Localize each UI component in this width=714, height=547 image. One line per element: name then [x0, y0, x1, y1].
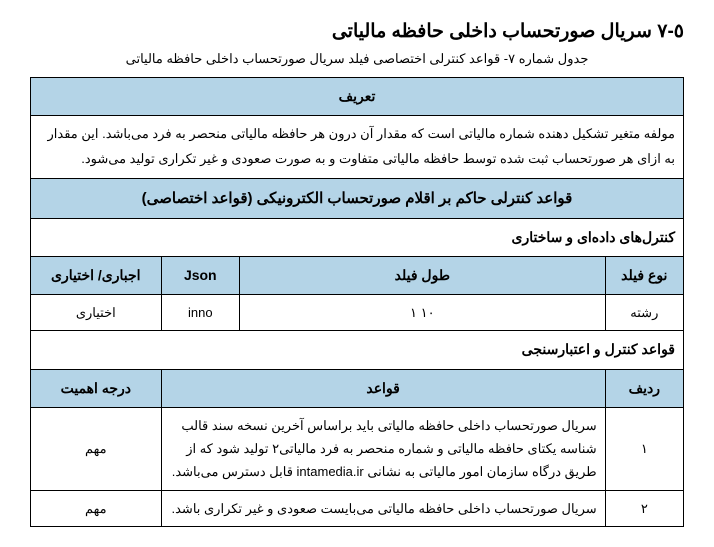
definition-text: مولفه متغیر تشکیل دهنده شماره مالیاتی اس…	[31, 116, 684, 178]
col-row-num: ردیف	[605, 369, 683, 407]
validation-row-num: ۲	[605, 490, 683, 526]
col-mandatory: اجباری/ اختیاری	[31, 256, 162, 294]
col-field-type: نوع فیلد	[605, 256, 683, 294]
cell-field-type: رشته	[605, 294, 683, 330]
rules-section-header: قواعد کنترلی حاکم بر اقلام صورتحساب الکت…	[31, 178, 684, 218]
validation-row-num: ۱	[605, 407, 683, 490]
cell-json: inno	[161, 294, 239, 330]
table-caption: جدول شماره ۷- قواعد کنترلی اختصاصی فیلد …	[30, 51, 684, 67]
cell-field-length: ۱۰ ۱	[239, 294, 605, 330]
definition-header: تعریف	[31, 78, 684, 116]
cell-mandatory: اختیاری	[31, 294, 162, 330]
col-rules: قواعد	[161, 369, 605, 407]
rules-table: تعریف مولفه متغیر تشکیل دهنده شماره مالی…	[30, 77, 684, 527]
validation-header: قواعد کنترل و اعتبارسنجی	[31, 331, 684, 369]
validation-importance: مهم	[31, 490, 162, 526]
validation-importance: مهم	[31, 407, 162, 490]
data-controls-header: کنترل‌های داده‌ای و ساختاری	[31, 218, 684, 256]
col-importance: درجه اهمیت	[31, 369, 162, 407]
page-title: ٥-٧ سریال صورتحساب داخلی حافظه مالیاتی	[30, 20, 684, 43]
col-json: Json	[161, 256, 239, 294]
col-field-length: طول فیلد	[239, 256, 605, 294]
validation-rule-text: سریال صورتحساب داخلی حافظه مالیاتی می‌با…	[161, 490, 605, 526]
validation-rule-text: سریال صورتحساب داخلی حافظه مالیاتی باید …	[161, 407, 605, 490]
